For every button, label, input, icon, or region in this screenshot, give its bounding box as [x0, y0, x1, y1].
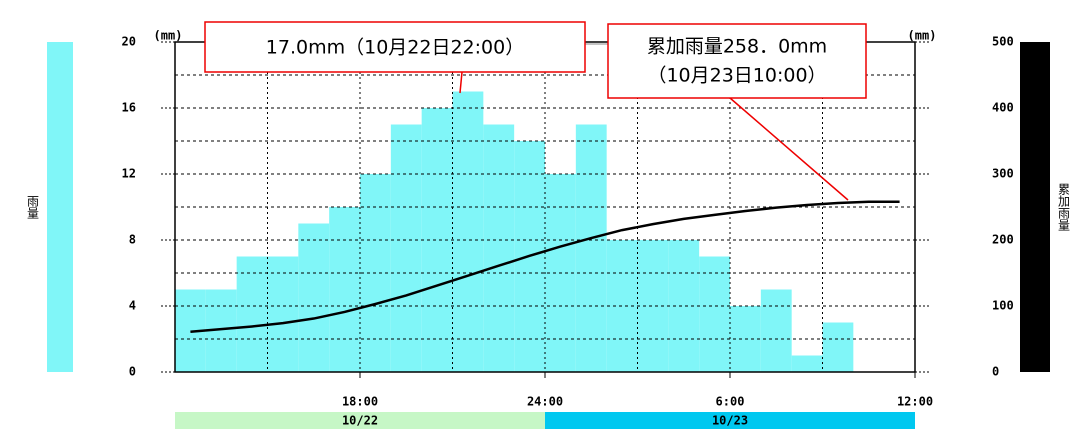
bar: [699, 257, 730, 373]
x-tick-label: 24:00: [527, 395, 563, 409]
y2-tick-label: 500: [992, 35, 1014, 49]
right-legend-bar: [1020, 42, 1050, 372]
y-unit: (mm): [154, 29, 183, 43]
bar: [329, 207, 360, 372]
x-tick-label: 6:00: [716, 395, 745, 409]
bar: [268, 257, 299, 373]
y2-tick-label: 100: [992, 299, 1014, 313]
bar: [391, 125, 422, 373]
y-axis-label: 雨量: [26, 195, 40, 219]
annotation-leader: [730, 98, 848, 200]
bar: [792, 356, 823, 373]
bar: [668, 240, 699, 372]
y-tick-label: 0: [129, 365, 136, 379]
bar: [823, 323, 854, 373]
annotation: （10月23日10:00）: [647, 65, 826, 87]
y-tick-label: 16: [122, 101, 136, 115]
date-band-label: 10/23: [712, 414, 748, 428]
y2-axis-label: 累加雨量: [1057, 183, 1070, 231]
y-tick-label: 12: [122, 167, 136, 181]
bar: [237, 257, 268, 373]
y2-tick-label: 0: [992, 365, 999, 379]
left-legend-bar: [47, 42, 73, 372]
annotation: 累加雨量258．0mm: [647, 36, 827, 58]
y2-tick-label: 400: [992, 101, 1014, 115]
y-tick-label: 4: [129, 299, 136, 313]
annotation-leader: [460, 72, 462, 93]
bar: [453, 92, 484, 373]
bar: [298, 224, 329, 373]
date-band-label: 10/22: [342, 414, 378, 428]
y-tick-label: 8: [129, 233, 136, 247]
x-tick-label: 12:00: [897, 395, 933, 409]
bar: [483, 125, 514, 373]
y2-tick-label: 200: [992, 233, 1014, 247]
bar: [576, 125, 607, 373]
x-tick-label: 18:00: [342, 395, 378, 409]
y-tick-label: 20: [122, 35, 136, 49]
bar: [761, 290, 792, 373]
y2-tick-label: 300: [992, 167, 1014, 181]
y2-unit: (mm): [908, 29, 937, 43]
annotation: 17.0mm（10月22日22:00）: [266, 37, 524, 59]
